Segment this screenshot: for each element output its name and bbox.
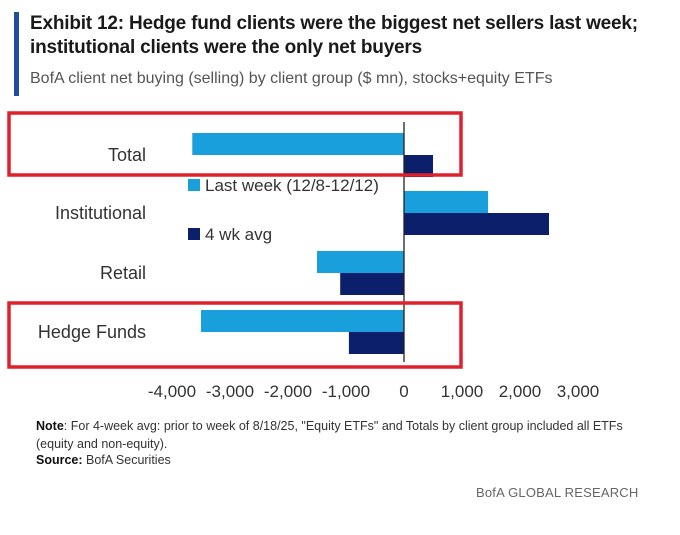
x-tick-label: 0 xyxy=(399,382,408,401)
chart-note: Note: For 4-week avg: prior to week of 8… xyxy=(36,417,636,453)
category-label-hedge-funds: Hedge Funds xyxy=(38,322,146,342)
title-accent-bar xyxy=(14,12,19,96)
highlight-box-total xyxy=(7,111,463,177)
chart-subtitle: BofA client net buying (selling) by clie… xyxy=(30,70,553,87)
source-text: BofA Securities xyxy=(82,453,171,467)
bar-4wk-avg-total xyxy=(404,155,433,177)
x-tick-label: -1,000 xyxy=(322,382,370,401)
legend-swatch-last-week xyxy=(188,179,200,191)
chart-title-line-1: Exhibit 12: Hedge fund clients were the … xyxy=(30,13,638,34)
category-label-total: Total xyxy=(108,145,146,165)
source-label: Source: xyxy=(36,453,83,467)
bar-4wk-avg-institutional xyxy=(404,213,549,235)
chart-title: Exhibit 12: Hedge fund clients were the … xyxy=(30,12,670,60)
x-tick-label: 3,000 xyxy=(557,382,600,401)
bar-chart: Total Institutional Retail Hedge Funds -4,00… xyxy=(7,111,600,401)
note-text: : For 4-week avg: prior to week of 8/18/… xyxy=(36,419,623,451)
bar-last-week-total xyxy=(192,133,404,155)
bar-last-week-hedge-funds xyxy=(201,310,404,332)
chart-source: Source: BofA Securities xyxy=(36,453,171,467)
chart-title-line-2: institutional clients were the only net … xyxy=(30,37,422,58)
x-tick-label: 1,000 xyxy=(441,382,484,401)
category-label-retail: Retail xyxy=(100,263,146,283)
legend-label-4wk-avg: 4 wk avg xyxy=(205,225,272,244)
highlight-box-hedge-funds xyxy=(7,301,463,369)
legend-label-last-week: Last week (12/8-12/12) xyxy=(205,176,379,195)
bar-4wk-avg-hedge-funds xyxy=(348,332,404,354)
x-tick-label: -4,000 xyxy=(148,382,196,401)
legend-swatch-4wk-avg xyxy=(188,228,200,240)
bar-last-week-institutional xyxy=(404,191,489,213)
brand-label: BofA GLOBAL RESEARCH xyxy=(476,485,639,500)
category-label-institutional: Institutional xyxy=(55,203,146,223)
x-tick-label: -3,000 xyxy=(206,382,254,401)
note-label: Note xyxy=(36,419,64,433)
x-tick-label: -2,000 xyxy=(264,382,312,401)
bar-last-week-retail xyxy=(317,251,404,273)
bar-4wk-avg-retail xyxy=(340,273,404,295)
x-tick-label: 2,000 xyxy=(499,382,542,401)
